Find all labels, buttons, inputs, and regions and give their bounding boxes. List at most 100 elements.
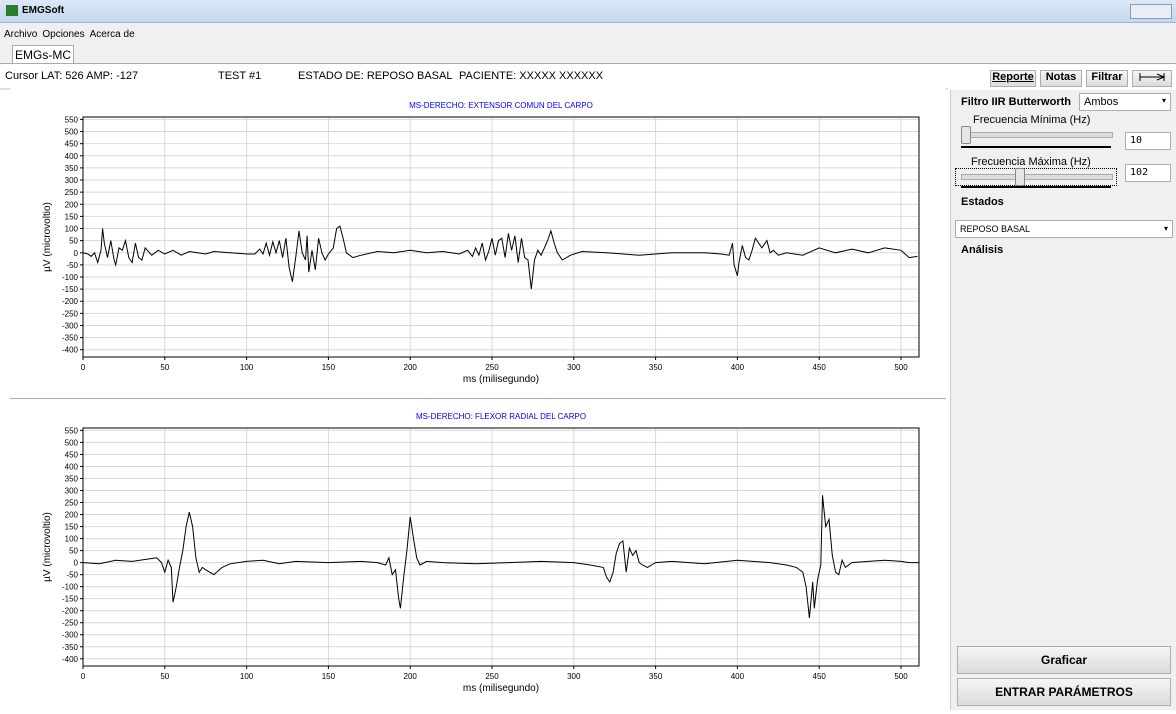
signal-line bbox=[82, 225, 918, 290]
status-test: TEST #1 bbox=[218, 70, 262, 82]
menu-bar: Archivo Opciones Acerca de bbox=[4, 29, 135, 40]
x-tick-label: 0 bbox=[81, 672, 86, 681]
y-tick-label: -250 bbox=[62, 619, 79, 628]
x-tick-label: 500 bbox=[894, 363, 908, 372]
filter-label: Filtro IIR Butterworth bbox=[961, 96, 1071, 108]
chart-title: MS-DERECHO: EXTENSOR COMUN DEL CARPO bbox=[409, 101, 593, 110]
max-slider[interactable] bbox=[961, 174, 1113, 180]
y-tick-label: -150 bbox=[62, 595, 79, 604]
status-paciente: PACIENTE: XXXXX XXXXXX bbox=[459, 70, 604, 82]
y-tick-label: 150 bbox=[65, 523, 79, 532]
y-tick-label: 450 bbox=[65, 140, 79, 149]
y-tick-label: 250 bbox=[65, 188, 79, 197]
x-tick-label: 250 bbox=[485, 672, 499, 681]
y-tick-label: 100 bbox=[65, 535, 79, 544]
y-tick-label: -150 bbox=[62, 285, 79, 294]
menu-item[interactable]: Acerca de bbox=[89, 29, 135, 40]
y-tick-label: 450 bbox=[65, 450, 79, 459]
notes-button[interactable]: Notas bbox=[1040, 70, 1082, 87]
y-tick-label: -50 bbox=[66, 571, 78, 580]
max-label: Frecuencia Máxima (Hz) bbox=[971, 156, 1091, 168]
x-tick-label: 200 bbox=[404, 363, 418, 372]
x-tick-label: 400 bbox=[731, 672, 745, 681]
max-input[interactable]: 102 bbox=[1125, 164, 1171, 182]
y-tick-label: -100 bbox=[62, 273, 79, 282]
y-tick-label: -200 bbox=[62, 607, 79, 616]
x-axis-label: ms (milisegundo) bbox=[463, 374, 539, 385]
x-tick-label: 400 bbox=[731, 363, 745, 372]
y-tick-label: 250 bbox=[65, 499, 79, 508]
window-title: EMGSoft bbox=[22, 5, 65, 16]
y-tick-label: 550 bbox=[65, 115, 79, 124]
y-tick-label: 500 bbox=[65, 438, 79, 447]
x-tick-label: 350 bbox=[649, 672, 663, 681]
slider-thumb[interactable] bbox=[961, 126, 971, 144]
slider-thumb[interactable] bbox=[1015, 168, 1025, 186]
x-tick-label: 250 bbox=[485, 363, 499, 372]
y-tick-label: 400 bbox=[65, 462, 79, 471]
y-tick-label: 50 bbox=[69, 237, 78, 246]
x-axis-label: ms (milisegundo) bbox=[463, 683, 539, 694]
tab[interactable]: EMGs-MC bbox=[12, 45, 74, 64]
y-tick-label: -250 bbox=[62, 309, 79, 318]
x-tick-label: 500 bbox=[894, 672, 908, 681]
y-tick-label: 50 bbox=[69, 547, 78, 556]
estados-label: Estados bbox=[961, 196, 1004, 208]
x-tick-label: 300 bbox=[567, 363, 581, 372]
chart: 550500450400350300250200150100500-50-100… bbox=[10, 399, 946, 707]
x-tick-label: 0 bbox=[81, 363, 86, 372]
max-slider-focus[interactable] bbox=[955, 168, 1117, 186]
filter-mode: Ambos bbox=[1084, 96, 1119, 108]
app-icon bbox=[6, 5, 18, 16]
analisis-label: Análisis bbox=[961, 244, 1004, 256]
y-tick-label: 200 bbox=[65, 200, 79, 209]
separator bbox=[10, 398, 946, 399]
chart-title: MS-DERECHO: FLEXOR RADIAL DEL CARPO bbox=[416, 412, 586, 421]
menu-item[interactable]: Opciones bbox=[42, 29, 85, 40]
x-tick-label: 150 bbox=[322, 363, 336, 372]
min-input[interactable]: 10 bbox=[1125, 132, 1171, 150]
y-tick-label: -50 bbox=[66, 261, 78, 270]
x-tick-label: 50 bbox=[160, 363, 169, 372]
expand-icon bbox=[1139, 73, 1166, 81]
y-tick-label: 100 bbox=[65, 225, 79, 234]
y-tick-label: -350 bbox=[62, 643, 79, 652]
filter-mode-select[interactable]: Ambos ▾ bbox=[1079, 93, 1171, 111]
slider-track bbox=[961, 146, 1111, 148]
y-tick-label: -350 bbox=[62, 334, 79, 343]
y-tick-label: 350 bbox=[65, 164, 79, 173]
y-axis-label: µV (microvoltio) bbox=[42, 512, 53, 582]
x-tick-label: 200 bbox=[404, 672, 418, 681]
side-panel: Filtro IIR Butterworth Ambos ▾ Frecuencia… bbox=[950, 90, 1176, 710]
status-estado: ESTADO DE: REPOSO BASAL bbox=[298, 70, 453, 82]
y-tick-label: 550 bbox=[65, 426, 79, 435]
x-tick-label: 450 bbox=[813, 672, 827, 681]
filter-button[interactable]: Filtrar bbox=[1086, 70, 1128, 87]
chart: 550500450400350300250200150100500-50-100… bbox=[10, 86, 946, 398]
x-tick-label: 50 bbox=[160, 672, 169, 681]
y-tick-label: 400 bbox=[65, 152, 79, 161]
min-slider[interactable] bbox=[961, 132, 1113, 138]
min-label: Frecuencia Mínima (Hz) bbox=[973, 114, 1091, 126]
slider-track bbox=[961, 186, 1111, 188]
window-controls[interactable] bbox=[1130, 4, 1172, 19]
menu-item[interactable]: Archivo bbox=[4, 29, 38, 40]
plot-frame bbox=[82, 427, 920, 667]
y-tick-label: -100 bbox=[62, 583, 79, 592]
plot-frame bbox=[82, 116, 920, 358]
y-tick-label: -400 bbox=[62, 346, 79, 355]
x-tick-label: 150 bbox=[322, 672, 336, 681]
graficar-button[interactable]: Graficar bbox=[957, 646, 1171, 674]
y-tick-label: 500 bbox=[65, 128, 79, 137]
y-tick-label: -300 bbox=[62, 631, 79, 640]
x-tick-label: 300 bbox=[567, 672, 581, 681]
y-tick-label: 300 bbox=[65, 176, 79, 185]
entrar-button[interactable]: ENTRAR PARÁMETROS bbox=[957, 678, 1171, 706]
expand-button[interactable] bbox=[1132, 70, 1172, 87]
signal-line bbox=[82, 495, 919, 618]
report-button[interactable]: Reporte bbox=[990, 70, 1036, 87]
x-tick-label: 100 bbox=[240, 363, 254, 372]
estado-select[interactable]: REPOSO BASAL ▾ bbox=[955, 220, 1173, 238]
estado-value: REPOSO BASAL bbox=[960, 224, 1031, 234]
